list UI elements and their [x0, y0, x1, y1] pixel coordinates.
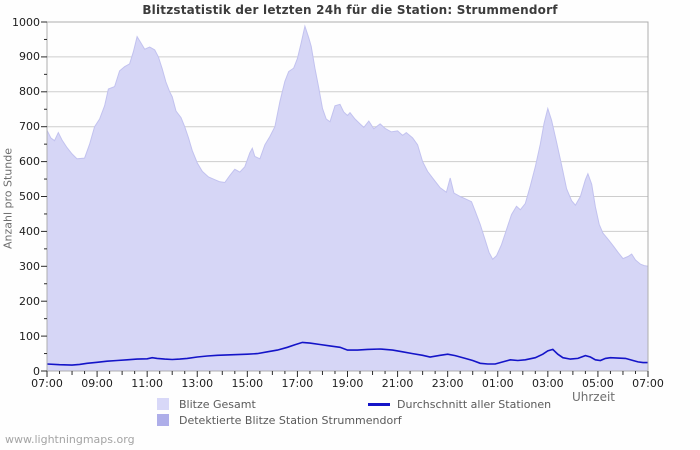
y-tick-label: 100 — [19, 329, 40, 343]
x-tick-label: 05:00 — [582, 377, 614, 390]
legend-swatch-total — [157, 398, 169, 410]
y-tick-label: 700 — [19, 120, 40, 134]
x-tick-label: 03:00 — [531, 377, 564, 390]
line-series — [46, 341, 648, 366]
legend-label-total: Blitze Gesamt — [179, 398, 256, 411]
chart-title: Blitzstatistik der letzten 24h für die S… — [142, 3, 558, 17]
y-tick-label: 900 — [19, 50, 40, 64]
x-tick-label: 07:00 — [31, 377, 63, 390]
x-tick-label: 17:00 — [281, 377, 314, 390]
legend-label-average: Durchschnitt aller Stationen — [397, 398, 552, 411]
x-tick-label: 23:00 — [431, 377, 464, 390]
x-axis-title: Uhrzeit — [571, 390, 615, 404]
x-tick-label: 19:00 — [331, 377, 364, 390]
legend-label-station: Detektierte Blitze Station Strummendorf — [179, 414, 402, 427]
y-tick-label: 500 — [19, 190, 40, 203]
area-series — [46, 24, 649, 372]
y-tick-label: 800 — [19, 85, 40, 99]
y-tick-label: 600 — [19, 155, 40, 169]
y-tick-label: 0 — [33, 364, 40, 378]
x-tick-label: 11:00 — [131, 377, 163, 390]
watermark: www.lightningmaps.org — [5, 433, 135, 446]
x-tick-label: 13:00 — [181, 377, 214, 390]
legend-line-average — [368, 403, 390, 406]
legend-swatch-station — [157, 414, 169, 426]
y-tick-label: 400 — [19, 224, 40, 238]
x-tick-label: 09:00 — [81, 377, 113, 390]
x-tick-label: 01:00 — [481, 377, 514, 390]
x-tick-label: 21:00 — [381, 377, 414, 390]
x-tick-label: 07:00 — [632, 377, 664, 390]
y-tick-label: 200 — [19, 294, 40, 308]
y-tick-label: 1000 — [12, 15, 40, 29]
x-tick-label: 15:00 — [231, 377, 264, 390]
y-tick-label: 300 — [19, 259, 40, 273]
